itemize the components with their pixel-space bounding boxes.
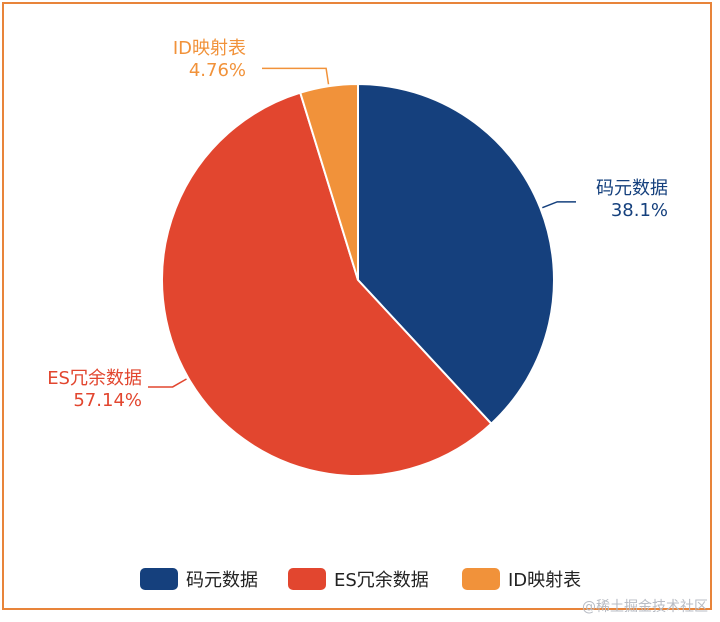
slice-label-percent-code-metadata: 38.1%: [611, 200, 668, 221]
legend-label-code-metadata: 码元数据: [186, 570, 258, 591]
slice-label-name-code-metadata: 码元数据: [596, 178, 668, 199]
leader-line-id-mapping-table: [262, 67, 330, 85]
pie-slice-id-mapping-table: [298, 82, 359, 281]
legend-swatch-id-mapping-table: [462, 568, 500, 590]
legend-label-es-redundant-data: ES冗余数据: [334, 570, 429, 591]
watermark-text: @稀土掘金技术社区: [582, 599, 708, 615]
slice-label-percent-id-mapping-table: 4.76%: [189, 60, 246, 81]
pie-slice-es-redundant-data: [161, 91, 493, 477]
slice-label-percent-es-redundant-data: 57.14%: [73, 390, 142, 411]
leader-line-code-metadata: [542, 201, 576, 209]
legend-swatch-code-metadata: [140, 568, 178, 590]
legend: 码元数据 ES冗余数据 ID映射表: [140, 568, 581, 591]
leader-line-es-redundant-data: [148, 378, 187, 388]
slice-label-name-es-redundant-data: ES冗余数据: [47, 368, 142, 389]
slice-label-name-id-mapping-table: ID映射表: [173, 38, 246, 59]
legend-label-id-mapping-table: ID映射表: [508, 570, 581, 591]
pie-slice-code-metadata: [357, 82, 555, 426]
legend-swatch-es-redundant-data: [288, 568, 326, 590]
pie-slices: [161, 82, 555, 477]
